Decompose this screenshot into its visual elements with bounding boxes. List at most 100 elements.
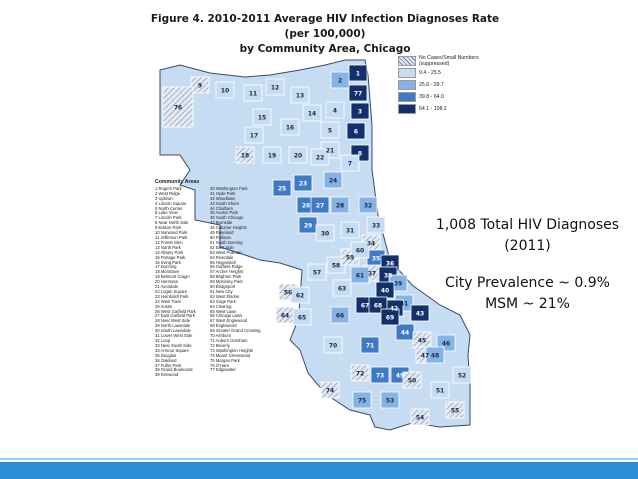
community-area-label: 34 <box>367 241 375 248</box>
community-area-entry: 19 Belmont Cragin <box>155 274 190 280</box>
figure-title-line2: by Community Area, Chicago <box>239 43 411 55</box>
community-area-label: 71 <box>366 343 374 350</box>
community-area-label: 10 <box>221 88 229 95</box>
community-area-74 <box>320 381 340 399</box>
community-area-3 <box>350 102 370 120</box>
community-area-entry: 77 Edgewater <box>210 367 236 373</box>
diagnoses-year: (2011) <box>504 238 551 254</box>
community-area-entry: 59 McKinley Park <box>210 279 243 285</box>
community-area-entry: 13 North Park <box>155 244 181 250</box>
community-area-70 <box>323 336 343 354</box>
community-area-label: 73 <box>376 373 384 380</box>
legend-item-4: 64.1 - 108.2 <box>398 103 493 115</box>
community-area-label: 56 <box>284 290 292 297</box>
community-area-label: 6 <box>354 129 358 136</box>
community-area-label: 69 <box>386 315 394 322</box>
community-area-54 <box>410 408 430 426</box>
community-area-50 <box>402 371 422 389</box>
community-area-label: 24 <box>329 178 337 185</box>
community-area-label: 63 <box>338 286 346 293</box>
community-area-entry: 21 Avondale <box>155 284 178 290</box>
community-area-label: 39 <box>394 281 402 288</box>
community-area-label: 59 <box>346 255 354 262</box>
community-area-label: 72 <box>356 371 364 378</box>
community-area-entry: 43 South Shore <box>210 200 240 206</box>
community-area-entry: 18 Montclare <box>155 269 180 275</box>
community-area-6 <box>346 122 366 140</box>
community-area-label: 60 <box>356 248 364 255</box>
community-area-label: 28 <box>336 203 344 210</box>
community-area-entry: 41 Hyde Park <box>210 190 236 196</box>
community-area-61 <box>350 266 370 284</box>
community-area-label: 67 <box>361 303 369 310</box>
community-area-entry: 44 Chatham <box>210 205 233 211</box>
community-area-label: 17 <box>250 133 258 140</box>
community-area-66 <box>330 306 350 324</box>
community-area-entry: 64 Clearing <box>210 303 232 309</box>
community-area-label: 42 <box>390 306 398 313</box>
community-area-43 <box>410 304 430 322</box>
community-area-entry: 42 Woodlawn <box>210 195 236 201</box>
community-area-label: 66 <box>336 313 344 320</box>
city-prevalence: City Prevalence ~ 0.9% <box>445 275 610 291</box>
community-area-entry: 47 Burnside <box>210 220 233 226</box>
community-area-label: 3 <box>358 109 362 116</box>
chicago-map: 1 77 3 6 8 2 4 5 7 9 10 11 12 13 14 15 16 17 18 19 20 21 22 24 2… <box>150 55 490 440</box>
community-area-entry: 17 Dunning <box>155 264 177 270</box>
community-area-19 <box>262 146 282 164</box>
community-area-entry: 11 Jefferson Park <box>155 234 188 240</box>
community-area-label: 52 <box>458 373 466 380</box>
community-area-71 <box>360 336 380 354</box>
community-area-label: 15 <box>258 115 266 122</box>
community-area-entry: 60 Bridgeport <box>210 284 236 290</box>
community-area-label: 27 <box>316 203 324 210</box>
community-area-entry: 40 Washington Park <box>210 185 248 191</box>
community-area-33 <box>366 216 386 234</box>
community-area-entry: 26 West Garfield Park <box>155 308 196 314</box>
community-area-entry: 24 West Town <box>155 298 182 304</box>
hiv-summary: 1,008 Total HIV Diagnoses (2011) City Pr… <box>425 215 630 315</box>
msm-prevalence: MSM ~ 21% <box>485 296 570 312</box>
community-area-31 <box>340 221 360 239</box>
community-area-entry: 76 O'Hare <box>210 362 229 368</box>
community-area-entry: 37 Fuller Park <box>155 362 182 368</box>
community-area-entry: 68 Englewood <box>210 323 237 329</box>
legend-label-1: 9.4 - 25.5 <box>419 70 441 76</box>
community-area-entry: 23 Humboldt Park <box>155 293 189 299</box>
community-area-25 <box>272 179 292 197</box>
community-area-10 <box>215 81 235 99</box>
community-area-label: 37 <box>368 271 376 278</box>
community-area-label: 26 <box>302 203 310 210</box>
community-area-entry: 10 Norwood Park <box>155 230 188 236</box>
community-area-entry: 63 Gage Park <box>210 298 236 304</box>
community-area-label: 57 <box>313 270 321 277</box>
community-area-entry: 65 West Lawn <box>210 308 237 314</box>
community-area-75 <box>352 391 372 409</box>
community-area-entry: 58 Brighton Park <box>210 274 242 280</box>
legend-item-2: 25.6 - 39.7 <box>398 79 493 91</box>
community-area-48 <box>425 346 445 364</box>
community-area-51 <box>430 381 450 399</box>
community-area-73 <box>370 366 390 384</box>
community-area-entry: 30 South Lawndale <box>155 328 191 334</box>
community-area-label: 8 <box>358 151 362 158</box>
community-area-entry: 7 Lincoln Park <box>155 215 182 221</box>
community-area-label: 9 <box>198 83 202 90</box>
community-area-entry: 2 West Ridge <box>155 190 181 196</box>
community-area-entry: 22 Logan Square <box>155 288 188 294</box>
community-area-14 <box>302 104 322 122</box>
community-area-22 <box>310 148 330 166</box>
community-area-label: 55 <box>451 408 459 415</box>
community-area-label: 62 <box>296 293 304 300</box>
community-areas-heading: Community Areas <box>155 179 200 185</box>
community-area-entry: 46 South Chicago <box>210 215 244 221</box>
community-area-label: 11 <box>249 91 257 98</box>
community-area-entry: 20 Hermosa <box>155 279 178 285</box>
community-area-entry: 25 Austin <box>155 303 173 309</box>
community-area-60 <box>350 241 370 259</box>
community-area-15 <box>252 108 272 126</box>
community-area-entry: 54 Riverdale <box>210 254 234 260</box>
community-area-label: 45 <box>418 338 426 345</box>
figure-title-line1: Figure 4. 2010-2011 Average HIV Infectio… <box>150 13 500 40</box>
